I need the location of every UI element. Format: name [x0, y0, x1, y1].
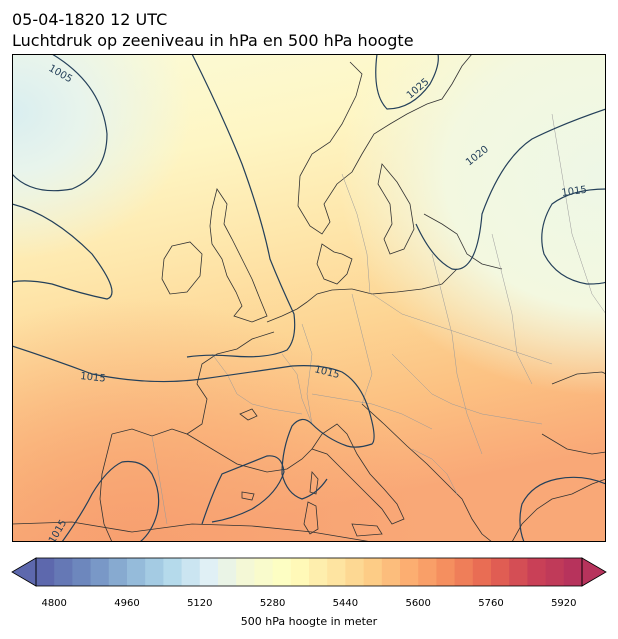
colorbar-cell	[199, 558, 219, 586]
colorbar-label: 500 hPa hoogte in meter	[240, 615, 378, 628]
colorbar-tick-label: 5920	[551, 598, 577, 609]
colorbar-cell	[272, 558, 292, 586]
isobar-1005	[12, 54, 108, 192]
colorbar-cell	[54, 558, 73, 586]
isobar-1015-southeast	[519, 476, 606, 542]
colorbar-cell	[454, 558, 474, 586]
colorbar-tick-label: 4960	[114, 598, 140, 609]
colorbar-tick-label: 5280	[259, 598, 286, 609]
colorbar-cell	[563, 558, 583, 586]
colorbar-cell	[472, 558, 492, 586]
colorbar-cell	[72, 558, 92, 586]
colorbar-cell	[491, 558, 510, 586]
colorbar-cell	[254, 558, 274, 586]
country-borders	[151, 113, 606, 525]
colorbar-cell	[418, 558, 437, 586]
isobar-1015-east	[541, 188, 606, 285]
isobar-1025-north	[375, 54, 439, 110]
colorbar-cell	[290, 558, 310, 586]
colorbar-tick-label: 5600	[405, 598, 431, 609]
isobar-1015-south	[281, 418, 348, 500]
colorbar-cell	[90, 558, 110, 586]
isobar-1015-iberia	[201, 455, 285, 525]
colorbar-tick-label: 5120	[187, 598, 213, 609]
colorbar-cell	[509, 558, 528, 586]
colorbar-cell	[236, 558, 255, 586]
isobar-label: 1015	[561, 185, 588, 199]
colorbar-cell	[218, 558, 237, 586]
colorbar-tick-label: 4800	[41, 598, 67, 609]
colorbar-frame	[35, 557, 583, 587]
colorbar-cell	[345, 558, 365, 586]
colorbar-cell	[545, 558, 565, 586]
weather-map: 1005 1025 1020 1015 1015 1015 1015	[12, 54, 606, 542]
colorbar-cell	[527, 558, 547, 586]
high-height-southwest	[12, 54, 606, 542]
colorbar-cell	[127, 558, 146, 586]
colorbar	[11, 557, 607, 587]
map-frame	[12, 54, 606, 542]
map-title-description: Luchtdruk op zeeniveau in hPa en 500 hPa…	[12, 31, 414, 50]
colorbar-cell	[108, 558, 128, 586]
colorbar-extend-min	[11, 557, 37, 587]
colorbar-tick-label: 5760	[478, 598, 504, 609]
colorbar-extend-max	[581, 557, 607, 587]
colorbar-cell	[327, 558, 346, 586]
colorbar-cell	[145, 558, 164, 586]
colorbar-cell	[363, 558, 383, 586]
isobars	[12, 54, 606, 542]
isobar-1015-southwest	[61, 460, 160, 542]
colorbar-cell	[309, 558, 328, 586]
colorbar-cell	[36, 558, 55, 586]
isobar-1020-east	[415, 108, 606, 270]
isobar-label: 1015	[80, 371, 106, 385]
coastlines	[12, 54, 606, 542]
isobar-1015-central	[12, 345, 375, 448]
map-title-date: 05-04-1820 12 UTC	[12, 10, 168, 29]
colorbar-cell	[381, 558, 401, 586]
colorbar-tick-label: 5440	[332, 598, 359, 609]
isobar-1015-west	[12, 203, 113, 300]
colorbar-cell	[181, 558, 201, 586]
colorbar-cell	[400, 558, 419, 586]
colorbar-cell	[436, 558, 456, 586]
colorbar-cells	[36, 558, 583, 586]
isobar-1020	[186, 54, 296, 358]
colorbar-cell	[163, 558, 183, 586]
